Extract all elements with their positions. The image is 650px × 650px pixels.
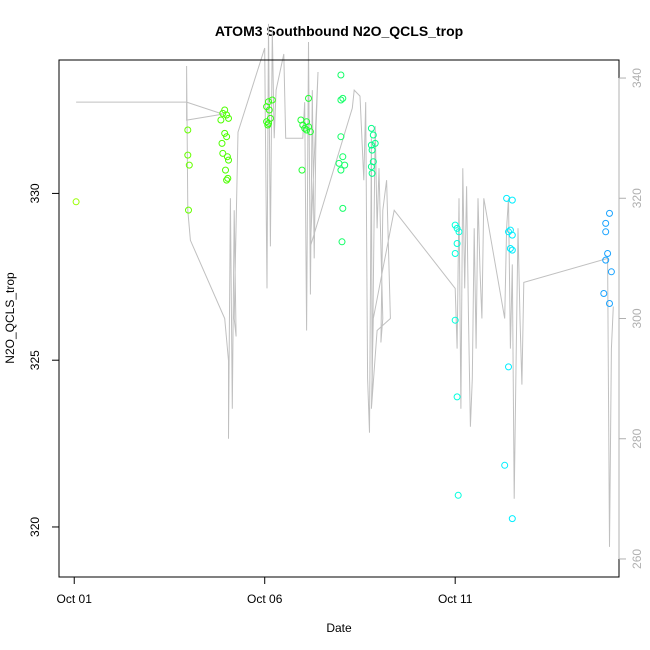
y-axis-right: 260 280 300 320 340 xyxy=(618,68,644,569)
data-point xyxy=(505,363,512,371)
data-point xyxy=(337,71,345,79)
data-point xyxy=(451,250,459,257)
secondary-line-layer xyxy=(76,23,614,547)
data-point xyxy=(219,149,227,157)
data-point xyxy=(602,228,610,236)
data-point xyxy=(265,106,273,114)
data-point xyxy=(453,224,461,232)
x-tick-label: Oct 01 xyxy=(57,592,93,606)
data-point xyxy=(303,126,311,134)
data-point xyxy=(501,461,509,469)
y-tick-label-right: 260 xyxy=(630,549,644,569)
secondary-series-line xyxy=(76,23,614,547)
data-point xyxy=(225,156,232,164)
data-point xyxy=(266,114,274,122)
data-point xyxy=(217,116,225,124)
data-point xyxy=(223,111,231,119)
data-point xyxy=(298,166,306,174)
data-point xyxy=(185,206,192,214)
data-point xyxy=(301,124,309,132)
data-point xyxy=(368,169,376,177)
y-tick-label-right: 280 xyxy=(630,428,644,448)
data-point xyxy=(371,139,379,147)
data-point xyxy=(265,98,272,106)
y-tick-label-right: 300 xyxy=(630,308,644,328)
data-point xyxy=(602,256,610,264)
x-axis-label: Date xyxy=(326,621,352,635)
data-point xyxy=(341,161,349,169)
data-point xyxy=(222,166,229,174)
data-point xyxy=(600,290,608,297)
data-point xyxy=(72,198,80,206)
data-point xyxy=(604,250,612,257)
data-point xyxy=(337,96,345,104)
data-point xyxy=(264,121,272,129)
data-point xyxy=(223,133,231,141)
y-axis-label: N2O_QCLS_trop xyxy=(3,272,17,364)
data-point xyxy=(602,219,610,227)
data-point xyxy=(219,109,227,117)
data-point xyxy=(453,240,461,247)
data-point xyxy=(607,268,615,276)
y-tick-label-left: 330 xyxy=(28,183,42,203)
y-tick-label-left: 320 xyxy=(28,517,42,537)
data-point xyxy=(218,139,226,147)
x-tick-label: Oct 11 xyxy=(438,592,473,606)
data-point xyxy=(508,231,516,239)
points-layer xyxy=(72,71,615,523)
data-point xyxy=(338,238,346,246)
data-point xyxy=(606,209,613,217)
data-point xyxy=(508,515,516,523)
y-axis-left: 320 325 330 xyxy=(28,183,60,537)
y-tick-label-right: 340 xyxy=(630,68,644,88)
data-point xyxy=(451,316,459,324)
data-point xyxy=(367,141,375,149)
data-point xyxy=(305,94,312,102)
data-point xyxy=(454,491,462,499)
x-axis: Oct 01 Oct 06 Oct 11 xyxy=(57,576,473,606)
data-point xyxy=(339,94,347,102)
y-tick-label-right: 320 xyxy=(630,188,644,208)
data-point xyxy=(506,245,514,252)
data-point xyxy=(606,300,613,307)
data-point xyxy=(339,204,347,212)
chart-title: ATOM3 Southbound N2O_QCLS_trop xyxy=(215,23,463,39)
data-point xyxy=(508,196,516,204)
data-point xyxy=(185,161,193,169)
x-tick-label: Oct 06 xyxy=(247,592,283,606)
data-point xyxy=(225,114,232,122)
data-point xyxy=(223,153,231,161)
data-point xyxy=(184,126,192,134)
data-point xyxy=(223,176,231,184)
data-point xyxy=(306,128,314,136)
data-point xyxy=(367,163,375,171)
data-point xyxy=(184,151,192,159)
y-tick-label-left: 325 xyxy=(28,350,42,370)
data-point xyxy=(268,96,276,104)
data-point xyxy=(368,146,376,154)
data-point xyxy=(337,166,345,174)
data-point xyxy=(339,153,347,161)
data-point xyxy=(455,228,463,236)
data-point xyxy=(369,131,377,139)
data-point xyxy=(337,133,345,141)
data-point xyxy=(367,124,375,132)
data-point xyxy=(224,174,232,182)
data-point xyxy=(453,393,461,401)
data-point xyxy=(508,246,516,254)
